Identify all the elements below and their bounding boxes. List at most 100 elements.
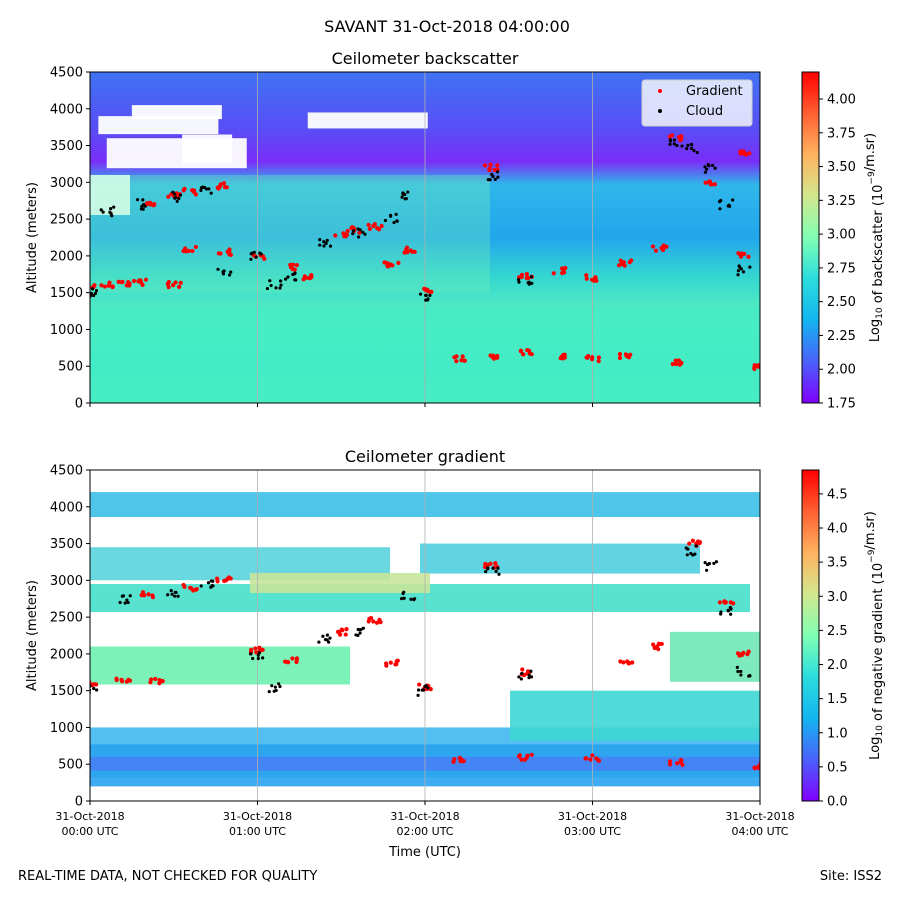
gradient-point <box>551 271 556 276</box>
gradient-point <box>182 186 187 192</box>
cloud-point <box>203 185 207 190</box>
gradient-point <box>124 283 129 288</box>
gradient-point <box>366 619 371 624</box>
cloud-point <box>399 597 404 601</box>
gradient-point <box>618 659 623 664</box>
gradient-point <box>148 202 153 207</box>
cloud-point <box>90 287 95 291</box>
gradient-point <box>742 151 747 156</box>
cloud-point <box>401 591 405 596</box>
missing-data-patch <box>182 134 233 163</box>
cloud-point <box>178 193 183 197</box>
gradient-point <box>143 277 149 282</box>
gradient-point <box>288 262 293 268</box>
cloud-point <box>400 195 404 199</box>
cloud-point <box>123 601 127 605</box>
gradient-point <box>153 676 158 682</box>
cloud-point <box>713 166 717 170</box>
x-tick-label-date: 31-Oct-2018 <box>390 810 459 823</box>
gradient-point <box>756 766 760 771</box>
x-tick-label-time: 00:00 UTC <box>61 825 118 838</box>
legend: Gradient Cloud <box>641 79 753 127</box>
colorbar-tick-label: 3.75 <box>827 126 856 141</box>
cloud-point <box>416 688 421 692</box>
gradient-point <box>746 254 751 259</box>
gradient-point <box>679 758 684 763</box>
gradient-point <box>493 561 498 566</box>
gradient-point <box>738 151 743 156</box>
cloud-point <box>402 596 406 600</box>
cloud-point <box>736 669 740 674</box>
cloud-point <box>491 566 495 570</box>
gradient-point <box>131 278 137 284</box>
cloud-point <box>428 293 432 298</box>
gradient-point <box>618 258 623 263</box>
cloud-point <box>118 600 122 605</box>
cloud-point <box>325 638 329 642</box>
cloud-point <box>278 684 282 689</box>
cloud-point <box>87 686 90 689</box>
gradient-point <box>678 138 683 143</box>
cloud-point <box>418 292 423 296</box>
cloud-point <box>739 673 743 677</box>
panel-title: Ceilometer gradient <box>345 447 505 466</box>
colorbar-tick-label: 2.5 <box>827 624 848 639</box>
cloud-point <box>273 685 277 689</box>
gradient-point <box>184 249 189 254</box>
cloud-point <box>173 590 177 594</box>
gradient-point <box>669 133 675 138</box>
gradient-point <box>452 355 457 360</box>
gradient-point <box>193 244 198 250</box>
cloud-point <box>93 291 98 296</box>
gradient-point <box>396 260 401 266</box>
cloud-point <box>710 163 715 168</box>
y-tick-label: 500 <box>58 758 83 773</box>
gradient-point <box>590 753 595 758</box>
cloud-point <box>394 212 398 216</box>
gradient-point <box>102 284 108 289</box>
cloud-point <box>121 594 126 598</box>
gradient-point <box>379 223 384 229</box>
gradient-point <box>526 275 531 280</box>
gradient-point <box>395 658 400 663</box>
gradient-point <box>667 762 673 767</box>
y-tick-label: 3000 <box>50 176 83 191</box>
cloud-point <box>94 288 99 293</box>
gradient-point <box>228 576 233 581</box>
gradient-point <box>124 679 129 684</box>
gradient-point <box>495 163 500 168</box>
cloud-point <box>268 279 272 283</box>
cloud-point <box>143 204 147 208</box>
cloud-point <box>261 656 265 660</box>
gradient-point <box>758 760 760 765</box>
gradient-point <box>451 759 456 765</box>
gradient-point <box>150 595 156 600</box>
gradient-point <box>584 276 589 281</box>
cloud-point <box>689 146 694 151</box>
x-tick-label-date: 31-Oct-2018 <box>725 810 794 823</box>
cloud-point <box>495 170 500 174</box>
gradient-region <box>250 572 430 593</box>
legend-entry: Gradient <box>686 84 743 99</box>
cloud-point <box>726 609 730 613</box>
gradient-point <box>677 362 682 367</box>
cloud-point <box>517 675 521 679</box>
gradient-point <box>462 358 467 363</box>
gradient-point <box>653 248 659 253</box>
gradient-point <box>617 355 623 361</box>
gradient-point <box>254 650 259 655</box>
cloud-point <box>351 232 355 236</box>
cloud-point <box>705 568 709 572</box>
cloud-point <box>426 686 430 690</box>
cloud-point <box>668 138 672 142</box>
gradient-point <box>166 279 171 285</box>
cloud-point <box>496 566 500 570</box>
colorbar-tick-label: 3.00 <box>827 228 856 243</box>
cloud-point <box>731 198 735 202</box>
cloud-point <box>363 232 367 236</box>
gradient-point <box>690 538 696 543</box>
colorbar-tick-label: 0.5 <box>827 760 848 775</box>
gradient-point <box>517 753 522 758</box>
cloud-point <box>356 227 360 231</box>
